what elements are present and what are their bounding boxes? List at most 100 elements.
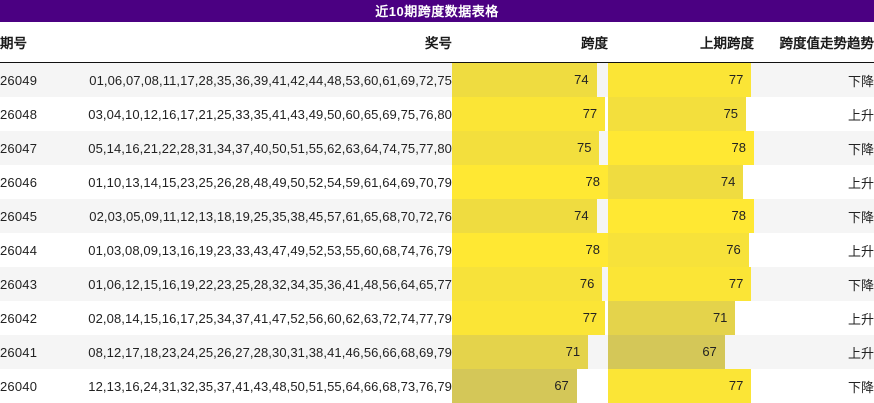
cell-trend: 下降 xyxy=(754,369,874,403)
cell-span-value: 76 xyxy=(579,276,595,291)
cell-prevspan-heat-fill xyxy=(608,165,744,199)
cell-prevspan-value: 78 xyxy=(731,140,746,155)
cell-prevspan: 78 xyxy=(608,199,754,233)
cell-span-bar-wrap: 74 xyxy=(452,199,608,233)
cell-prevspan-heat-fill xyxy=(608,97,747,131)
cell-prevspan-value: 74 xyxy=(720,174,736,189)
cell-span-value: 78 xyxy=(585,242,600,257)
cell-period: 26040 xyxy=(0,369,60,403)
cell-trend: 下降 xyxy=(754,199,874,233)
cell-span-heat-fill xyxy=(452,165,608,199)
cell-span-heat-fill xyxy=(452,97,606,131)
cell-span-heat-fill xyxy=(452,369,577,403)
cell-trend: 上升 xyxy=(754,301,874,335)
cell-span-heat-fill xyxy=(452,63,597,97)
cell-prevspan-value: 78 xyxy=(731,208,746,223)
cell-span: 74 xyxy=(452,199,608,233)
cell-prevspan-bar-wrap: 77 xyxy=(608,369,754,403)
cell-prevspan-heat-fill xyxy=(608,63,752,97)
cell-span-heat-fill xyxy=(452,233,608,267)
cell-span: 76 xyxy=(452,267,608,301)
table-row[interactable]: 26040 12,13,16,24,31,32,35,37,41,43,48,50… xyxy=(0,369,874,403)
cell-prevspan: 74 xyxy=(608,165,754,199)
table-row[interactable]: 26043 01,06,12,15,16,19,22,23,25,28,32,34… xyxy=(0,267,874,301)
table-row[interactable]: 26045 02,03,05,09,11,12,13,18,19,25,35,38… xyxy=(0,199,874,233)
table-row[interactable]: 26047 05,14,16,21,22,28,31,34,37,40,50,51… xyxy=(0,131,874,165)
cell-trend: 上升 xyxy=(754,165,874,199)
cell-numbers: 08,12,17,18,23,24,25,26,27,28,30,31,38,4… xyxy=(60,335,452,369)
cell-prevspan-heat-fill xyxy=(608,199,754,233)
column-header-prevspan[interactable]: 上期跨度 xyxy=(608,22,754,63)
page-title: 近10期跨度数据表格 xyxy=(375,3,499,19)
cell-numbers: 01,03,08,09,13,16,19,23,33,43,47,49,52,5… xyxy=(60,233,452,267)
cell-period: 26041 xyxy=(0,335,60,369)
cell-span-value: 74 xyxy=(574,72,589,87)
cell-period: 26043 xyxy=(0,267,60,301)
cell-span-value: 77 xyxy=(582,310,598,325)
cell-prevspan: 76 xyxy=(608,233,754,267)
cell-numbers: 01,06,12,15,16,19,22,23,25,28,32,34,35,3… xyxy=(60,267,452,301)
cell-prevspan-heat-fill xyxy=(608,301,736,335)
cell-span-bar-wrap: 78 xyxy=(452,233,608,267)
cell-trend: 上升 xyxy=(754,335,874,369)
column-header-period[interactable]: 期号 xyxy=(0,22,60,63)
table-header: 期号 奖号 跨度 上期跨度 跨度值走势趋势 xyxy=(0,22,874,63)
cell-prevspan-heat-fill xyxy=(608,369,752,403)
cell-period: 26042 xyxy=(0,301,60,335)
cell-span-bar-wrap: 77 xyxy=(452,301,608,335)
cell-prevspan: 77 xyxy=(608,62,754,97)
cell-prevspan-value: 77 xyxy=(728,276,744,291)
cell-numbers: 02,08,14,15,16,17,25,34,37,41,47,52,56,6… xyxy=(60,301,452,335)
cell-prevspan: 77 xyxy=(608,369,754,403)
cell-span-value: 77 xyxy=(582,106,598,121)
cell-prevspan-heat-fill xyxy=(608,131,754,165)
cell-prevspan-value: 71 xyxy=(712,310,728,325)
cell-span: 78 xyxy=(452,165,608,199)
cell-period: 26048 xyxy=(0,97,60,131)
cell-prevspan: 78 xyxy=(608,131,754,165)
table-row[interactable]: 26044 01,03,08,09,13,16,19,23,33,43,47,49… xyxy=(0,233,874,267)
table-row[interactable]: 26046 01,10,13,14,15,23,25,26,28,48,49,50… xyxy=(0,165,874,199)
table-row[interactable]: 26049 01,06,07,08,11,17,28,35,36,39,41,42… xyxy=(0,62,874,97)
cell-period: 26046 xyxy=(0,165,60,199)
cell-span-bar-wrap: 76 xyxy=(452,267,608,301)
cell-numbers: 01,06,07,08,11,17,28,35,36,39,41,42,44,4… xyxy=(60,62,452,97)
cell-span-bar-wrap: 78 xyxy=(452,165,608,199)
cell-numbers: 02,03,05,09,11,12,13,18,19,25,35,38,45,5… xyxy=(60,199,452,233)
cell-numbers: 12,13,16,24,31,32,35,37,41,43,48,50,51,5… xyxy=(60,369,452,403)
cell-prevspan-bar-wrap: 77 xyxy=(608,267,754,301)
cell-trend: 下降 xyxy=(754,62,874,97)
cell-prevspan-value: 76 xyxy=(726,242,741,257)
cell-prevspan-value: 67 xyxy=(702,344,717,359)
column-header-numbers[interactable]: 奖号 xyxy=(60,22,452,63)
cell-span-bar-wrap: 67 xyxy=(452,369,608,403)
cell-span-bar-wrap: 74 xyxy=(452,63,608,97)
cell-prevspan-bar-wrap: 74 xyxy=(608,165,754,199)
cell-span: 78 xyxy=(452,233,608,267)
cell-prevspan-bar-wrap: 78 xyxy=(608,199,754,233)
cell-span-bar-wrap: 71 xyxy=(452,335,608,369)
cell-span: 75 xyxy=(452,131,608,165)
column-header-span[interactable]: 跨度 xyxy=(452,22,608,63)
cell-span-heat-fill xyxy=(452,267,603,301)
cell-prevspan-heat-fill xyxy=(608,335,725,369)
cell-prevspan-heat-fill xyxy=(608,267,752,301)
cell-span-value: 71 xyxy=(565,344,581,359)
cell-span-value: 74 xyxy=(574,208,589,223)
cell-prevspan-bar-wrap: 71 xyxy=(608,301,754,335)
cell-span-heat-fill xyxy=(452,301,606,335)
column-header-trend[interactable]: 跨度值走势趋势 xyxy=(754,22,874,63)
cell-period: 26044 xyxy=(0,233,60,267)
cell-prevspan-bar-wrap: 78 xyxy=(608,131,754,165)
cell-prevspan-bar-wrap: 75 xyxy=(608,97,754,131)
cell-span: 74 xyxy=(452,62,608,97)
table-row[interactable]: 26042 02,08,14,15,16,17,25,34,37,41,47,52… xyxy=(0,301,874,335)
cell-span-bar-wrap: 75 xyxy=(452,131,608,165)
table-body: 26049 01,06,07,08,11,17,28,35,36,39,41,42… xyxy=(0,62,874,403)
cell-trend: 下降 xyxy=(754,131,874,165)
table-row[interactable]: 26048 03,04,10,12,16,17,21,25,33,35,41,43… xyxy=(0,97,874,131)
cell-prevspan-heat-fill xyxy=(608,233,749,267)
cell-span: 77 xyxy=(452,97,608,131)
table-row[interactable]: 26041 08,12,17,18,23,24,25,26,27,28,30,31… xyxy=(0,335,874,369)
cell-span-value: 78 xyxy=(585,174,600,189)
